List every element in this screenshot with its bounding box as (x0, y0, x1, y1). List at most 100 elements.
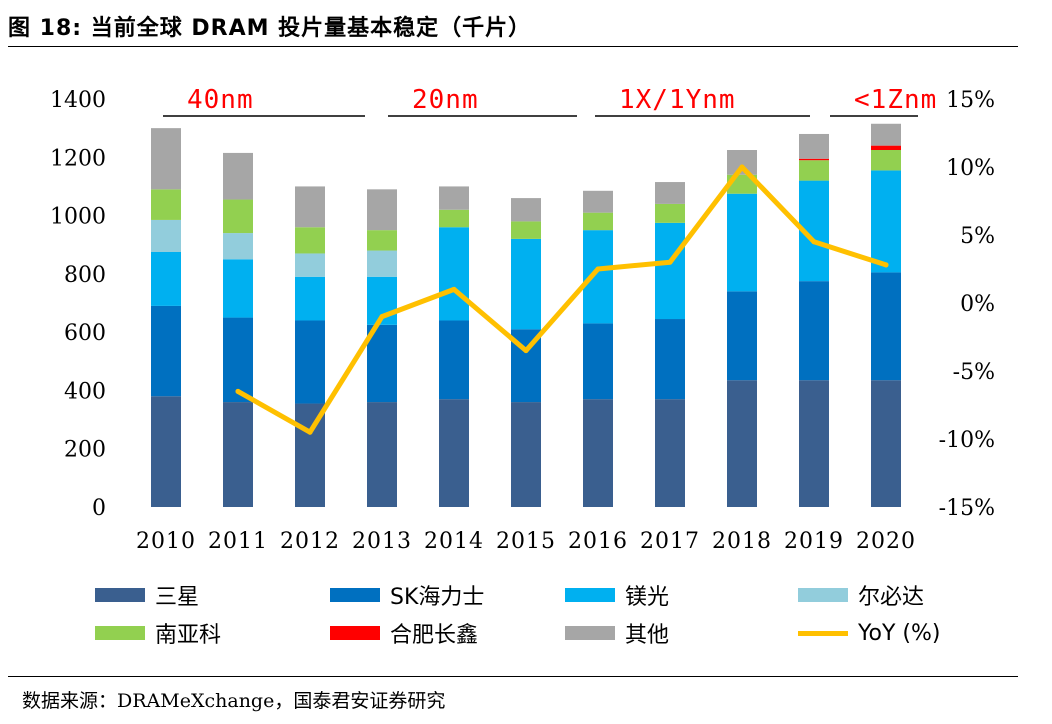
x-tick-label-2020: 2020 (856, 529, 916, 554)
bar-2019-series-1 (799, 281, 829, 381)
bar-2011-series-4 (223, 199, 253, 234)
y2-tick-label-15%: 15% (946, 88, 995, 113)
x-tick-label-2018: 2018 (712, 529, 772, 554)
y-tick-label-1000: 1000 (50, 205, 106, 230)
bar-2010-series-4 (151, 189, 181, 220)
x-tick-label-2019: 2019 (784, 529, 844, 554)
bar-2012-series-1 (295, 320, 325, 404)
bar-2019-series-0 (799, 380, 829, 507)
x-tick-label-2016: 2016 (568, 529, 628, 554)
bar-2020-series-4 (871, 150, 901, 171)
bar-2010-series-0 (151, 396, 181, 507)
process-node-label-0: 40nm (187, 85, 254, 115)
x-tick-label-2015: 2015 (496, 529, 556, 554)
y2-tick-label--15%: -15% (939, 496, 995, 521)
bar-2012-series-3 (295, 253, 325, 277)
bar-2019-series-4 (799, 160, 829, 181)
bar-2017-series-4 (655, 203, 685, 223)
process-node-label-1: 20nm (412, 85, 479, 115)
process-node-label-3: <1Znm (854, 85, 937, 115)
yoy-point-2016 (595, 266, 601, 272)
bar-2011-series-1 (223, 317, 253, 403)
bar-2014-series-2 (439, 227, 469, 321)
yoy-point-2017 (667, 259, 673, 265)
y2-tick-label-5%: 5% (960, 224, 995, 249)
x-tick-label-2017: 2017 (640, 529, 700, 554)
y-tick-label-200: 200 (64, 438, 106, 463)
source-rule (8, 676, 1018, 677)
bar-2010-series-3 (151, 219, 181, 252)
y2-tick-label--5%: -5% (953, 360, 995, 385)
chart-title: 图 18: 当前全球 DRAM 投片量基本稳定（千片） (8, 16, 532, 41)
bar-2013-series-0 (367, 402, 397, 507)
yoy-point-2013 (379, 314, 385, 320)
bar-2016-series-6 (583, 190, 613, 213)
bar-2018-series-2 (727, 193, 757, 292)
bar-2017-series-6 (655, 182, 685, 204)
bar-2015-series-6 (511, 198, 541, 222)
bar-2020-series-5 (871, 145, 901, 150)
y-tick-label-800: 800 (64, 263, 106, 288)
bar-2013-series-3 (367, 250, 397, 277)
bar-2017-series-0 (655, 399, 685, 507)
y2-tick-label-0%: 0% (960, 292, 995, 317)
y-tick-label-1400: 1400 (50, 88, 106, 113)
bar-2016-series-2 (583, 230, 613, 324)
bar-2013-series-4 (367, 230, 397, 251)
bar-2013-series-6 (367, 189, 397, 231)
bar-2011-series-3 (223, 233, 253, 260)
bar-2016-series-1 (583, 323, 613, 400)
x-tick-label-2013: 2013 (352, 529, 412, 554)
yoy-point-2012 (307, 429, 313, 435)
bar-2010-series-6 (151, 128, 181, 190)
bar-2010-series-1 (151, 305, 181, 397)
yoy-point-2015 (523, 348, 529, 354)
bar-2010-series-2 (151, 252, 181, 306)
y-tick-label-1200: 1200 (50, 146, 106, 171)
y2-tick-label--10%: -10% (939, 428, 995, 453)
bar-2012-series-6 (295, 186, 325, 228)
source-note: 数据来源：DRAMeXchange，国泰君安证券研究 (22, 690, 446, 712)
bar-2014-series-6 (439, 186, 469, 210)
x-tick-label-2010: 2010 (136, 529, 196, 554)
x-tick-label-2011: 2011 (208, 529, 268, 554)
bar-2012-series-4 (295, 227, 325, 254)
y2-tick-label-10%: 10% (946, 156, 995, 181)
bar-2011-series-0 (223, 402, 253, 507)
bar-2018-series-1 (727, 291, 757, 381)
y-tick-label-0: 0 (92, 496, 106, 521)
bar-2015-series-4 (511, 221, 541, 239)
y-tick-label-600: 600 (64, 321, 106, 346)
bar-2020-series-1 (871, 272, 901, 381)
process-node-label-2: 1X/1Ynm (619, 85, 736, 115)
bar-2011-series-2 (223, 259, 253, 318)
yoy-point-2014 (451, 286, 457, 292)
yoy-point-2019 (811, 239, 817, 245)
yoy-point-2020 (883, 262, 889, 268)
yoy-point-2018 (739, 164, 745, 170)
bar-2019-series-6 (799, 133, 829, 159)
bar-2015-series-0 (511, 402, 541, 507)
y-tick-label-400: 400 (64, 379, 106, 404)
bar-2015-series-2 (511, 238, 541, 330)
bar-2014-series-1 (439, 320, 469, 400)
bar-2017-series-1 (655, 319, 685, 400)
bar-2017-series-2 (655, 222, 685, 320)
bar-2016-series-4 (583, 212, 613, 231)
bar-2020-series-2 (871, 170, 901, 273)
x-tick-label-2012: 2012 (280, 529, 340, 554)
bar-2013-series-1 (367, 324, 397, 403)
yoy-line (235, 164, 889, 435)
yoy-point-2011 (235, 388, 241, 394)
bar-2016-series-0 (583, 399, 613, 507)
bar-2012-series-2 (295, 276, 325, 321)
title-rule (8, 46, 1018, 47)
bar-2018-series-0 (727, 380, 757, 507)
x-tick-label-2014: 2014 (424, 529, 484, 554)
bar-2014-series-4 (439, 209, 469, 228)
bar-2020-series-6 (871, 123, 901, 146)
bar-2011-series-6 (223, 152, 253, 200)
bar-2014-series-0 (439, 399, 469, 507)
bar-2019-series-5 (799, 158, 829, 161)
